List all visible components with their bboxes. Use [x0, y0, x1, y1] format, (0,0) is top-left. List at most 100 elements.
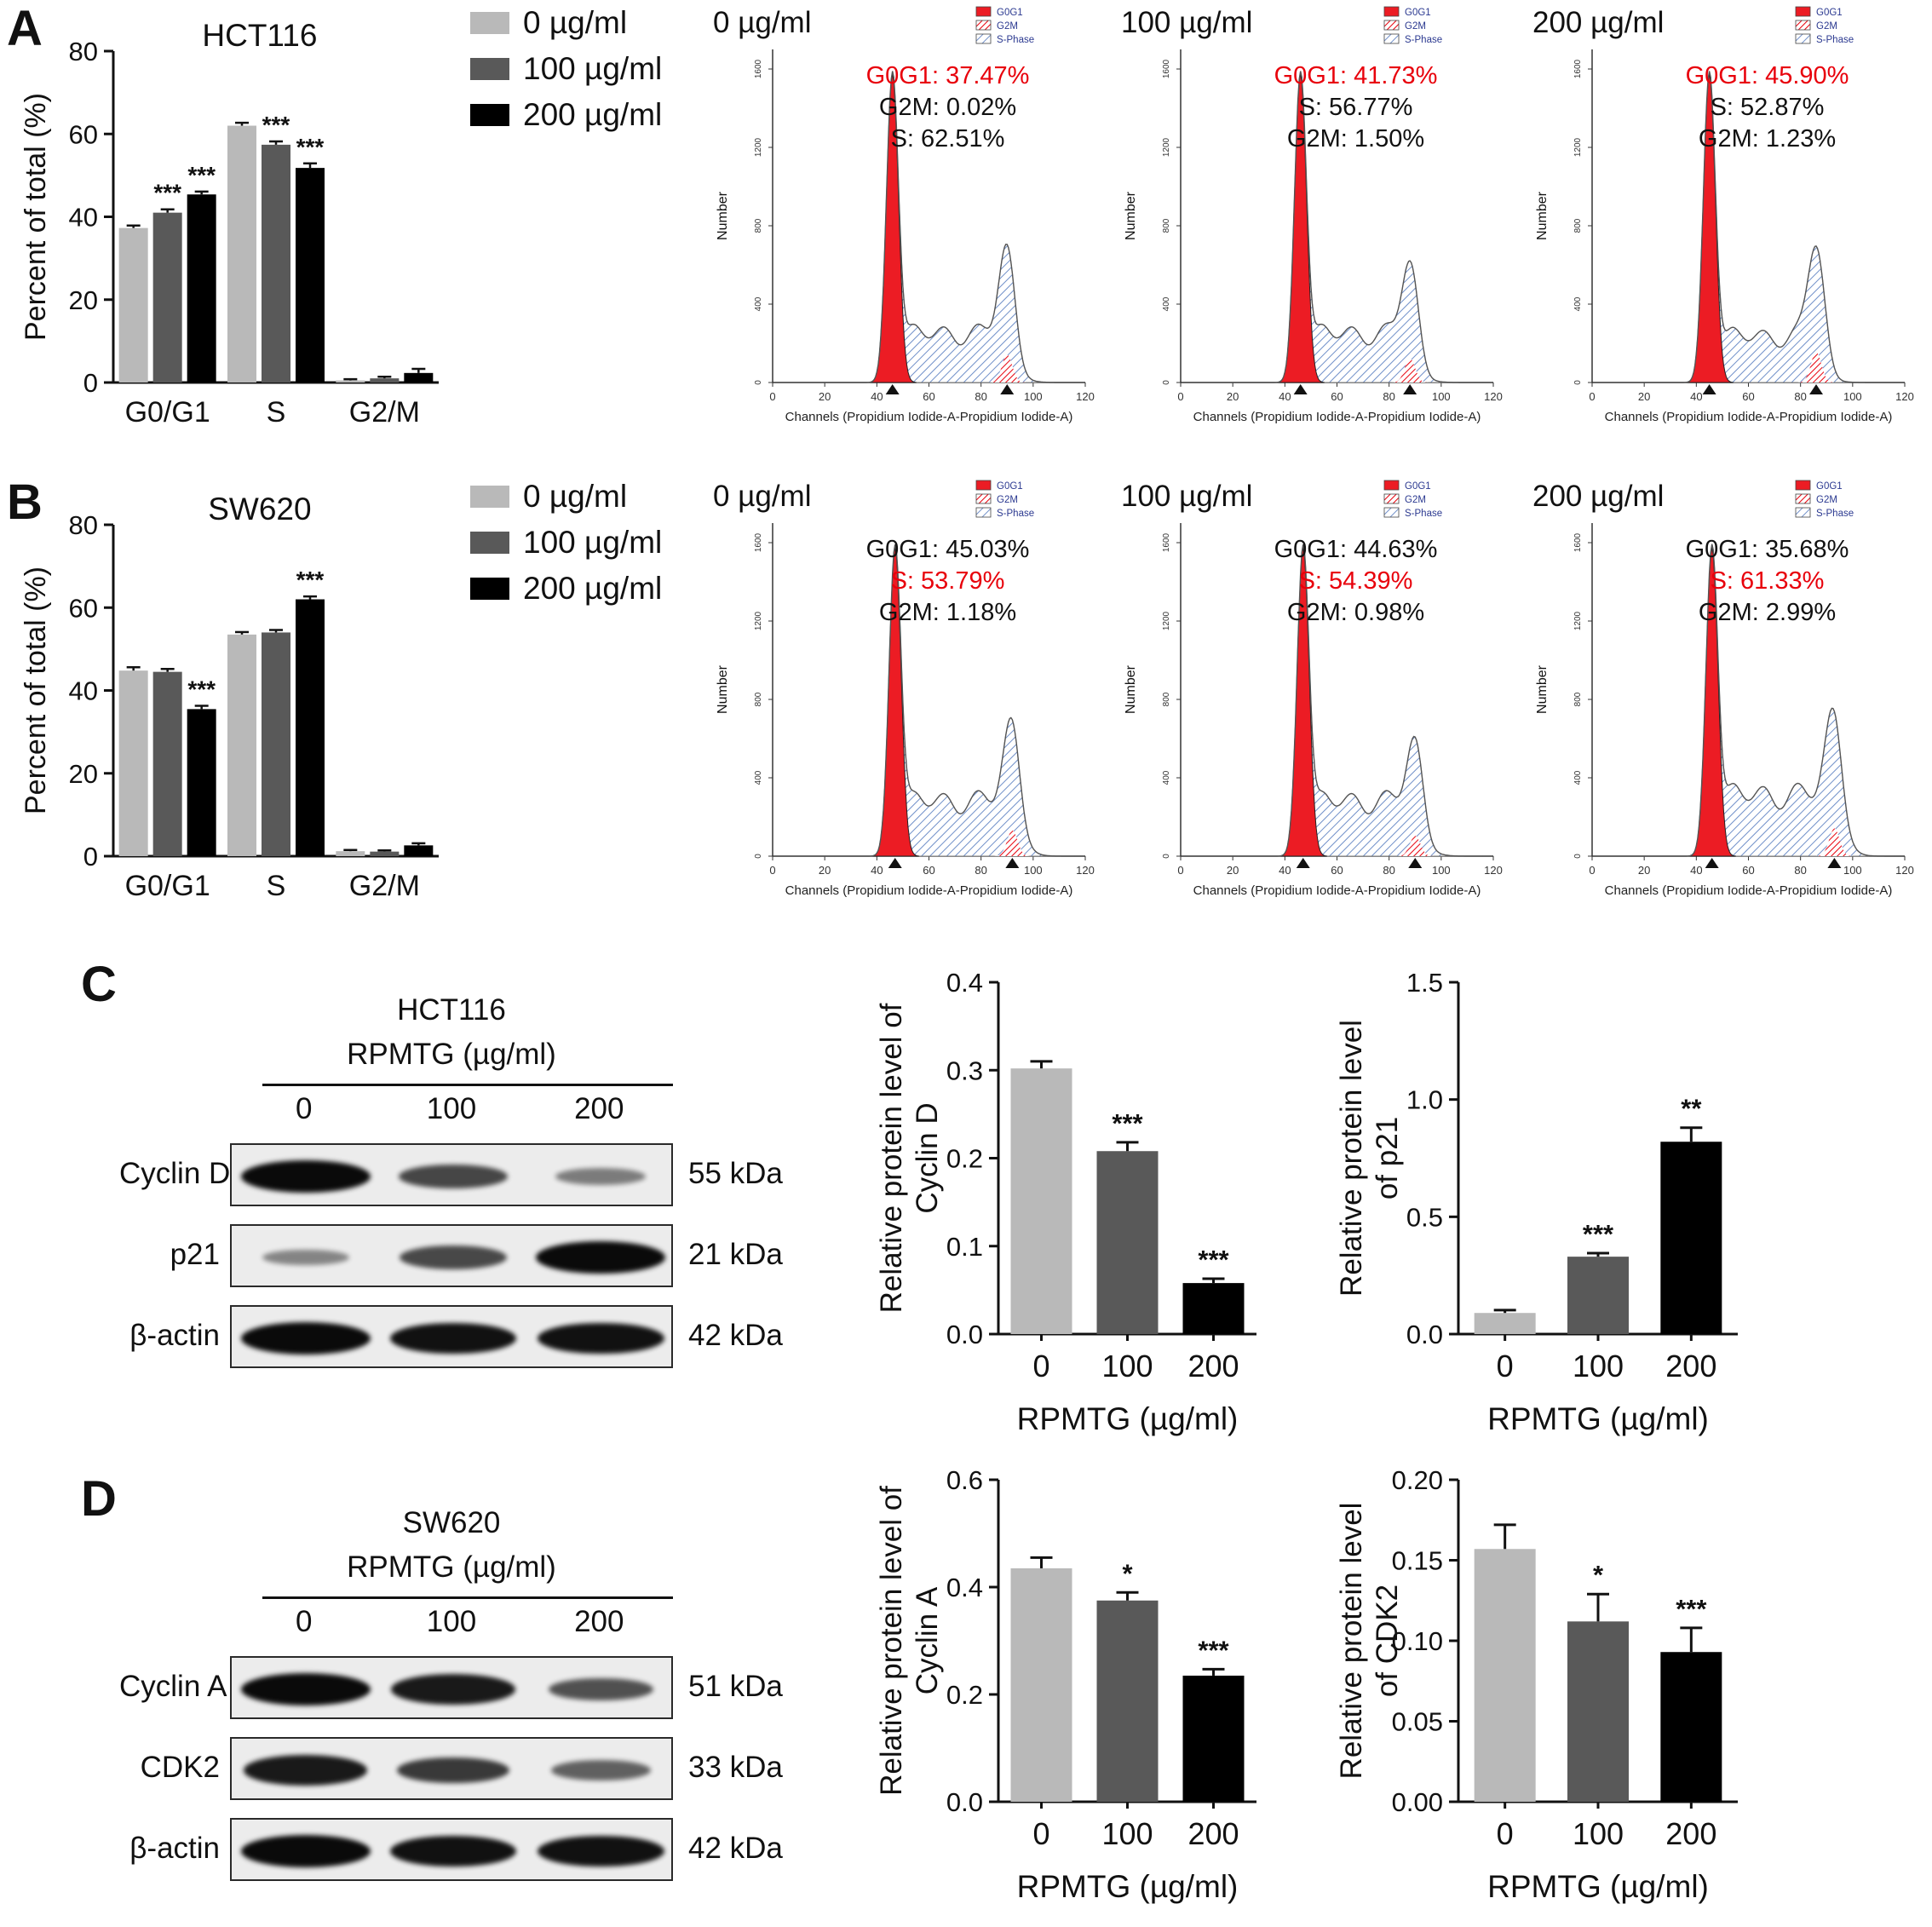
blot-title: SW620 — [402, 1506, 501, 1539]
blot-title: HCT116 — [397, 993, 506, 1027]
y-tick-label: 1200 — [1162, 137, 1171, 157]
flow-annotation: G2M: 0.02% — [879, 94, 1016, 121]
flow-legend-label: G0G1 — [997, 8, 1023, 18]
x-tick-label: 80 — [1794, 390, 1806, 403]
y-tick-label: 60 — [69, 593, 98, 623]
bar — [1096, 1151, 1159, 1334]
y-tick-label: 0 — [754, 854, 763, 859]
protein-band — [240, 1160, 371, 1193]
blot-protein-label: β-actin — [129, 1319, 220, 1352]
flow-histogram-sw620-200: 200 µg/ml G0G1 G2M S-Phase 0 20 40 60 80 100 120 Ch… — [1529, 477, 1917, 907]
bar — [1660, 1142, 1722, 1334]
x-tick-label: 20 — [1638, 864, 1650, 877]
y-tick-label: 0.3 — [946, 1056, 983, 1085]
chart-title: SW620 — [208, 492, 311, 526]
y-axis-label: Relative protein level of — [875, 1486, 908, 1796]
protein-band — [548, 1677, 653, 1701]
x-tick-label: 100 — [1101, 1816, 1153, 1851]
flow-annotation: G2M: 1.50% — [1287, 125, 1424, 152]
y-tick-label: 60 — [69, 119, 98, 149]
blot-kda-label: 42 kDa — [688, 1319, 783, 1352]
significance: *** — [296, 567, 325, 593]
category-label: S — [267, 870, 286, 902]
y-tick-label: 1600 — [1573, 59, 1583, 78]
flow-svg: 100 µg/ml G0G1 G2M S-Phase 0 20 40 60 80 100 120Ch… — [1121, 480, 1503, 898]
x-tick-label: 80 — [1794, 864, 1806, 877]
category-label: G0/G1 — [125, 396, 210, 429]
protein-band — [243, 1755, 368, 1786]
envelope-curve — [1186, 71, 1483, 383]
g2m-region — [1391, 358, 1429, 383]
protein-band — [550, 1759, 651, 1781]
x-axis-label: RPMTG (µg/ml) — [1017, 1401, 1239, 1436]
significance: *** — [262, 112, 290, 138]
flow-histogram-sw620-0: 0 µg/ml G0G1 G2M S-Phase 0 20 40 60 80 100 120 Chan… — [710, 477, 1097, 907]
bar — [1474, 1313, 1536, 1334]
y-tick-label: 1600 — [1162, 532, 1171, 552]
y-tick-label: 0.5 — [1406, 1202, 1443, 1232]
blot-treatment-label: RPMTG (µg/ml) — [347, 1550, 556, 1584]
flow-histogram-hct116-100: 100 µg/ml G0G1 G2M S-Phase 0 20 40 60 80 100 120 Ch… — [1118, 3, 1505, 434]
y-tick-label: 1.5 — [1406, 968, 1443, 998]
blot-protein-label: CDK2 — [140, 1751, 220, 1784]
y-tick-label: 0.2 — [946, 1144, 983, 1174]
y-tick-label: 1.0 — [1406, 1085, 1443, 1115]
x-tick-label: 120 — [1484, 390, 1503, 403]
protein-band — [537, 1322, 664, 1355]
flow-legend-swatch — [975, 507, 992, 518]
x-tick-label: 120 — [1076, 864, 1095, 877]
x-tick-label: 100 — [1101, 1349, 1153, 1383]
x-tick-label: 0 — [1177, 864, 1183, 877]
legend-item: 0 µg/ml — [470, 5, 662, 41]
blot-treatment-label: RPMTG (µg/ml) — [347, 1038, 556, 1071]
flow-legend-swatch — [1383, 507, 1400, 518]
blot-strip — [230, 1656, 673, 1719]
x-axis-label: RPMTG (µg/ml) — [1017, 1869, 1239, 1904]
y-tick-label: 1200 — [1573, 611, 1583, 630]
flow-legend-swatch — [1383, 493, 1400, 504]
g2m-region — [1797, 352, 1835, 383]
bar — [227, 634, 256, 856]
y-tick-label: 800 — [754, 692, 763, 706]
chart-svg: 0 20 40 60 80 Percent of total (%) SW620 G0/G1 *… — [20, 492, 439, 902]
x-axis-label: Channels (Propidium Iodide-A-Propidium I… — [1193, 883, 1481, 898]
x-tick-label: 200 — [1665, 1349, 1716, 1383]
bar — [296, 599, 325, 856]
bar — [1010, 1567, 1072, 1802]
flow-legend-label: S-Phase — [997, 35, 1034, 45]
significance: * — [1593, 1560, 1604, 1590]
y-tick-label: 0 — [83, 368, 98, 398]
blot-header-line — [262, 1596, 673, 1599]
flow-legend-label: G2M — [997, 21, 1018, 32]
legend-item: 100 µg/ml — [470, 525, 662, 561]
bar — [152, 212, 182, 383]
x-tick-label: 200 — [1187, 1349, 1239, 1383]
protein-band — [396, 1757, 510, 1784]
legend-swatch — [470, 104, 509, 126]
peak-marker — [1293, 384, 1308, 394]
x-tick-label: 120 — [1484, 864, 1503, 877]
category-label: G0/G1 — [125, 870, 210, 902]
legend-swatch — [470, 486, 509, 508]
protein-band — [262, 1249, 349, 1266]
flow-annotation: G0G1: 41.73% — [1274, 62, 1438, 89]
y-tick-label: 400 — [1162, 770, 1171, 785]
blot-lane-label: 100 — [426, 1092, 477, 1125]
legend-hct116: 0 µg/ml 100 µg/ml 200 µg/ml — [470, 5, 662, 143]
x-tick-label: 60 — [1331, 390, 1343, 403]
y-axis-label: Number — [716, 664, 730, 714]
y-tick-label: 800 — [1162, 692, 1171, 706]
panel-label-b: B — [7, 475, 43, 530]
y-tick-label: 1200 — [1162, 611, 1171, 630]
y-tick-label: 0.4 — [946, 968, 983, 998]
bar — [262, 144, 290, 383]
x-tick-label: 20 — [1227, 390, 1239, 403]
blot-strip — [230, 1818, 673, 1881]
chart-svg: 0 20 40 60 80 Percent of total (%) HCT116 G0/G1… — [20, 18, 439, 429]
g2m-region — [1816, 828, 1853, 856]
bar — [404, 845, 434, 856]
x-tick-label: 0 — [1497, 1349, 1514, 1383]
flow-legend-label: G2M — [1405, 495, 1426, 505]
flow-histogram-hct116-200: 200 µg/ml G0G1 G2M S-Phase 0 20 40 60 80 100 120 Ch… — [1529, 3, 1917, 434]
y-tick-label: 1600 — [754, 59, 763, 78]
